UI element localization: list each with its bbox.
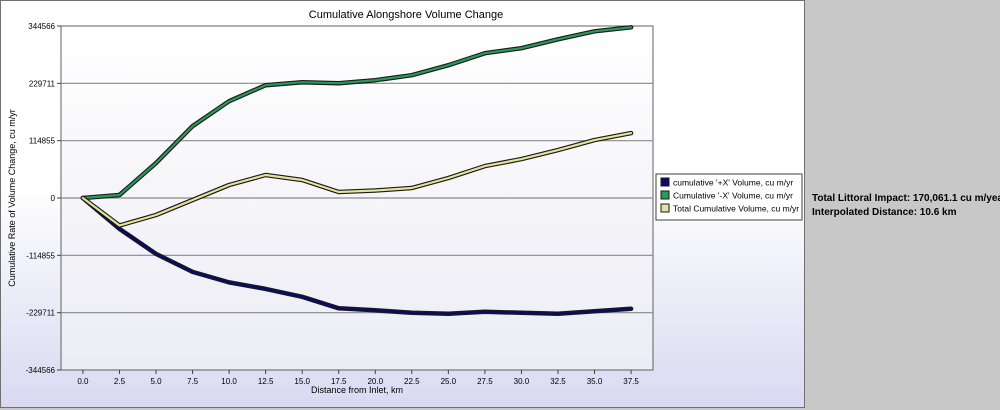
x-tick-label: 15.0 xyxy=(294,377,310,386)
total-littoral-impact: Total Littoral Impact: 170,061.1 cu m/ye… xyxy=(812,193,1000,204)
data-point xyxy=(593,30,596,33)
x-tick-label: 10.0 xyxy=(221,377,237,386)
data-point xyxy=(82,197,84,199)
y-tick-label: 114855 xyxy=(29,137,56,146)
x-tick-label: 35.0 xyxy=(587,377,603,386)
data-point xyxy=(228,100,230,102)
data-point xyxy=(155,253,157,255)
y-tick-label: 229711 xyxy=(29,79,56,88)
data-point xyxy=(630,132,632,134)
series-line xyxy=(81,132,633,227)
series-2 xyxy=(80,25,634,201)
data-point xyxy=(630,26,632,29)
series-3 xyxy=(80,130,634,228)
data-point xyxy=(264,174,267,176)
data-point xyxy=(337,307,340,310)
data-point xyxy=(447,177,450,179)
data-point xyxy=(630,308,632,310)
summary-panel: Total Littoral Impact: 170,061.1 cu m/ye… xyxy=(812,192,1000,220)
data-point xyxy=(228,281,230,284)
data-point xyxy=(593,310,596,313)
y-axis-label: Cumulative Rate of Volume Change, cu m/y… xyxy=(7,109,17,287)
data-point xyxy=(191,125,194,127)
x-tick-label: 2.5 xyxy=(114,377,126,386)
data-point xyxy=(118,228,121,230)
data-point xyxy=(411,187,413,189)
x-tick-label: 25.0 xyxy=(441,377,457,386)
series-1 xyxy=(80,195,634,317)
x-tick-label: 12.5 xyxy=(258,377,274,386)
legend: cumulative '+X' Volume, cu m/yr Cumulativ… xyxy=(655,173,803,221)
data-point xyxy=(155,214,157,216)
data-point xyxy=(301,296,304,298)
x-tick-label: 20.0 xyxy=(367,377,383,386)
x-tick-label: 30.0 xyxy=(514,377,530,386)
data-point xyxy=(484,165,486,167)
data-point xyxy=(264,84,267,86)
data-point xyxy=(118,194,121,196)
data-point xyxy=(557,313,559,315)
y-tick-label: -229711 xyxy=(26,309,55,318)
y-axis-ticks: 344566 229711 114855 0 -114855 -229711 -344566 xyxy=(26,22,61,375)
x-axis-label: Distance from Inlet, km xyxy=(311,385,403,395)
data-point xyxy=(191,271,194,273)
legend-entry: Total Cumulative Volume, cu m/yr xyxy=(673,204,799,214)
data-point xyxy=(155,162,157,164)
data-point xyxy=(118,224,121,227)
data-point xyxy=(337,82,340,84)
data-point xyxy=(447,64,450,66)
x-tick-label: 5.0 xyxy=(150,377,162,386)
chart-title: Cumulative Alongshore Volume Change xyxy=(309,9,503,21)
x-tick-label: 27.5 xyxy=(477,377,493,386)
data-point xyxy=(374,309,377,312)
legend-box xyxy=(655,173,803,221)
legend-swatch xyxy=(660,190,670,200)
interpolated-distance: Interpolated Distance: 10.6 km xyxy=(812,207,957,218)
legend-swatch xyxy=(660,177,670,187)
data-point xyxy=(411,74,413,76)
data-point xyxy=(520,312,523,314)
data-point xyxy=(557,38,559,41)
data-point xyxy=(520,47,523,49)
data-point xyxy=(191,199,194,201)
x-tick-label: 32.5 xyxy=(550,377,566,386)
data-point xyxy=(484,311,486,313)
legend-entry: cumulative '+X' Volume, cu m/yr xyxy=(673,178,793,188)
data-point xyxy=(557,149,559,151)
y-tick-label: 0 xyxy=(51,194,56,203)
data-point xyxy=(374,79,377,81)
data-point xyxy=(264,288,267,290)
x-axis-ticks: 0.0 2.5 5.0 7.5 10.0 12.5 15.0 17.5 20.0 22.5 25.0… xyxy=(77,370,639,386)
y-tick-label: -344566 xyxy=(26,366,56,375)
x-tick-label: 37.5 xyxy=(623,377,639,386)
data-point xyxy=(301,81,304,83)
x-tick-label: 0.0 xyxy=(77,377,89,386)
data-point xyxy=(301,179,304,181)
data-point xyxy=(228,184,230,186)
series-lines xyxy=(80,25,634,317)
x-tick-label: 17.5 xyxy=(331,377,347,386)
data-point xyxy=(337,191,340,193)
data-point xyxy=(484,52,486,54)
legend-entry: Cumulative '-X' Volume, cu m/yr xyxy=(673,191,793,201)
chart-canvas: Cumulative Alongshore Volume Change 3445… xyxy=(7,9,803,395)
y-tick-label: 344566 xyxy=(28,22,55,31)
data-point xyxy=(374,189,377,192)
data-point xyxy=(520,158,523,160)
x-tick-label: 22.5 xyxy=(404,377,420,386)
data-point xyxy=(411,312,413,314)
legend-swatch xyxy=(660,203,670,213)
x-tick-label: 7.5 xyxy=(187,377,199,386)
series-line xyxy=(81,196,633,315)
series-line xyxy=(81,26,633,200)
data-point xyxy=(447,313,450,315)
data-point xyxy=(593,139,596,141)
y-tick-label: -114855 xyxy=(26,251,55,260)
chart-panel: Cumulative Alongshore Volume Change 3445… xyxy=(0,0,805,408)
